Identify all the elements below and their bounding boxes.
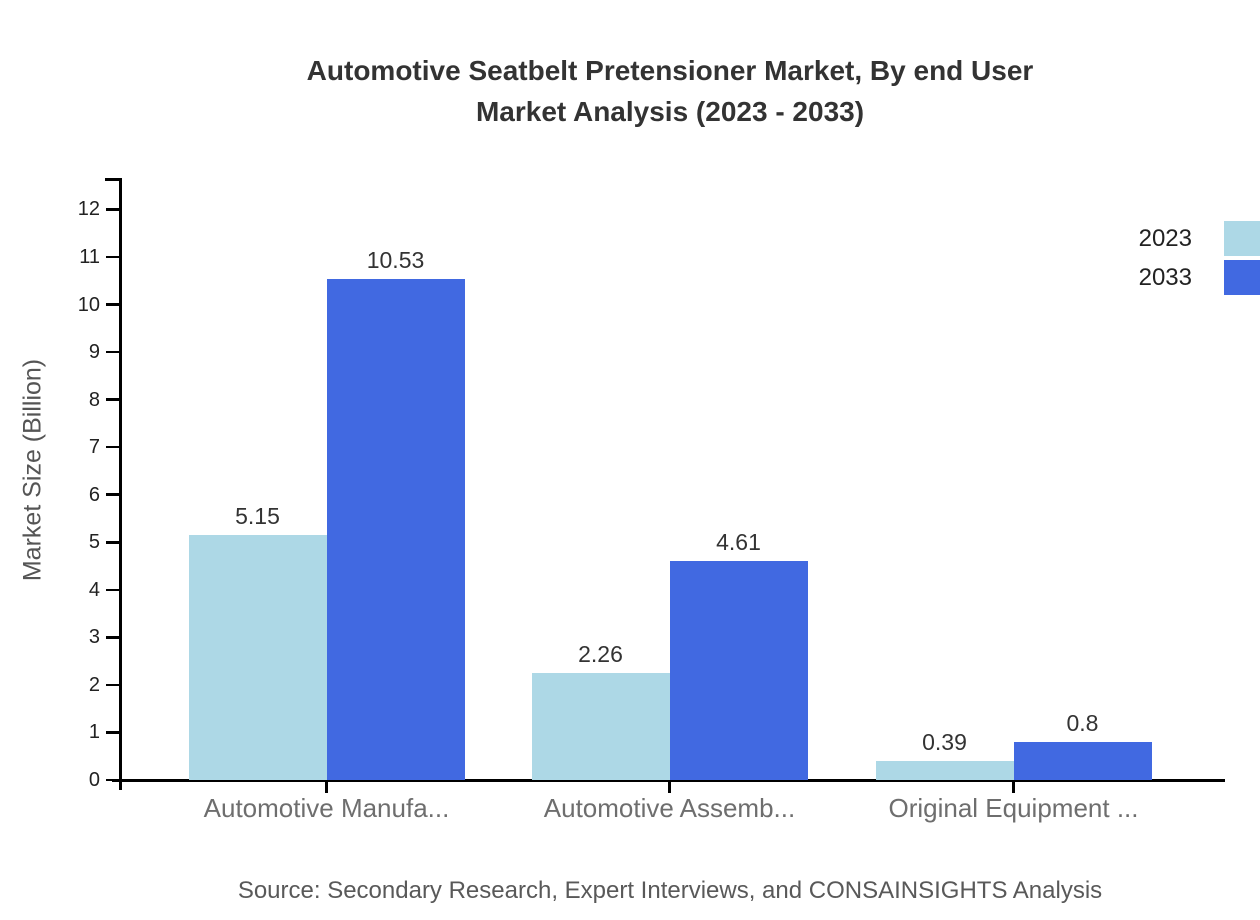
source-note: Source: Secondary Research, Expert Inter… (237, 877, 1103, 904)
y-tick-label: 5 (88, 531, 100, 554)
y-tick-label: 10 (77, 293, 100, 316)
y-tick-label: 4 (88, 578, 100, 601)
bar-value-label: 0.8 (1066, 709, 1099, 736)
x-category-label: Automotive Assemb... (543, 793, 796, 823)
legend-item-2023: 2023 (1139, 221, 1260, 256)
y-tick-mark (106, 636, 120, 639)
bar-value-label: 2.26 (578, 640, 623, 667)
y-tick-label: 12 (77, 198, 100, 221)
y-tick-label: 3 (88, 626, 100, 649)
y-tick-mark (106, 541, 120, 544)
x-tick-mark (325, 780, 328, 793)
y-tick-label: 8 (88, 388, 100, 411)
y-tick-label: 9 (88, 341, 100, 364)
x-tick-mark (668, 780, 671, 793)
y-tick-mark (106, 350, 120, 354)
chart-title-line1: Automotive Seatbelt Pretensioner Market,… (306, 55, 1034, 86)
y-tick-label: 11 (79, 245, 100, 268)
y-tick-mark (106, 303, 120, 306)
y-tick-label: 7 (88, 436, 100, 459)
bar-2023-2 (875, 761, 1014, 780)
legend-label-2033: 2033 (1138, 263, 1192, 291)
x-category-label: Automotive Manufa... (203, 793, 450, 823)
chart-title: Automotive Seatbelt Pretensioner Market,… (80, 50, 1260, 132)
y-tick-mark (106, 398, 120, 401)
bar-2033-1 (669, 560, 808, 780)
legend-swatch-2023 (1224, 221, 1260, 256)
bar-2023-0 (188, 535, 327, 780)
legend-item-2033: 2033 (1139, 260, 1260, 295)
x-tick-mark (1012, 780, 1015, 793)
bar-value-label: 10.53 (366, 247, 425, 274)
y-tick-mark (106, 445, 120, 449)
y-tick-mark (106, 778, 120, 782)
y-axis-top-cap (105, 178, 120, 181)
y-tick-label: 1 (88, 721, 100, 744)
bar-value-label: 0.39 (922, 729, 967, 756)
y-tick-mark (106, 208, 120, 211)
y-tick-label: 6 (88, 483, 100, 506)
bar-2033-0 (326, 279, 465, 780)
bar-value-label: 4.61 (716, 528, 761, 555)
legend-label-2023: 2023 (1138, 224, 1192, 252)
y-axis-line (118, 178, 122, 790)
y-tick-mark (106, 493, 120, 496)
chart-title-line2: Market Analysis (2023 - 2033) (475, 96, 865, 127)
y-tick-mark (106, 588, 120, 592)
y-tick-mark (106, 255, 120, 259)
y-tick-mark (106, 731, 120, 734)
bar-value-label: 5.15 (235, 503, 280, 530)
bar-2033-2 (1013, 741, 1152, 780)
y-tick-mark (106, 683, 120, 687)
y-tick-label: 0 (88, 769, 100, 791)
x-category-label: Original Equipment ... (888, 793, 1139, 823)
bar-2023-1 (531, 672, 670, 780)
legend-swatch-2033 (1224, 260, 1260, 295)
y-tick-label: 2 (88, 673, 100, 696)
